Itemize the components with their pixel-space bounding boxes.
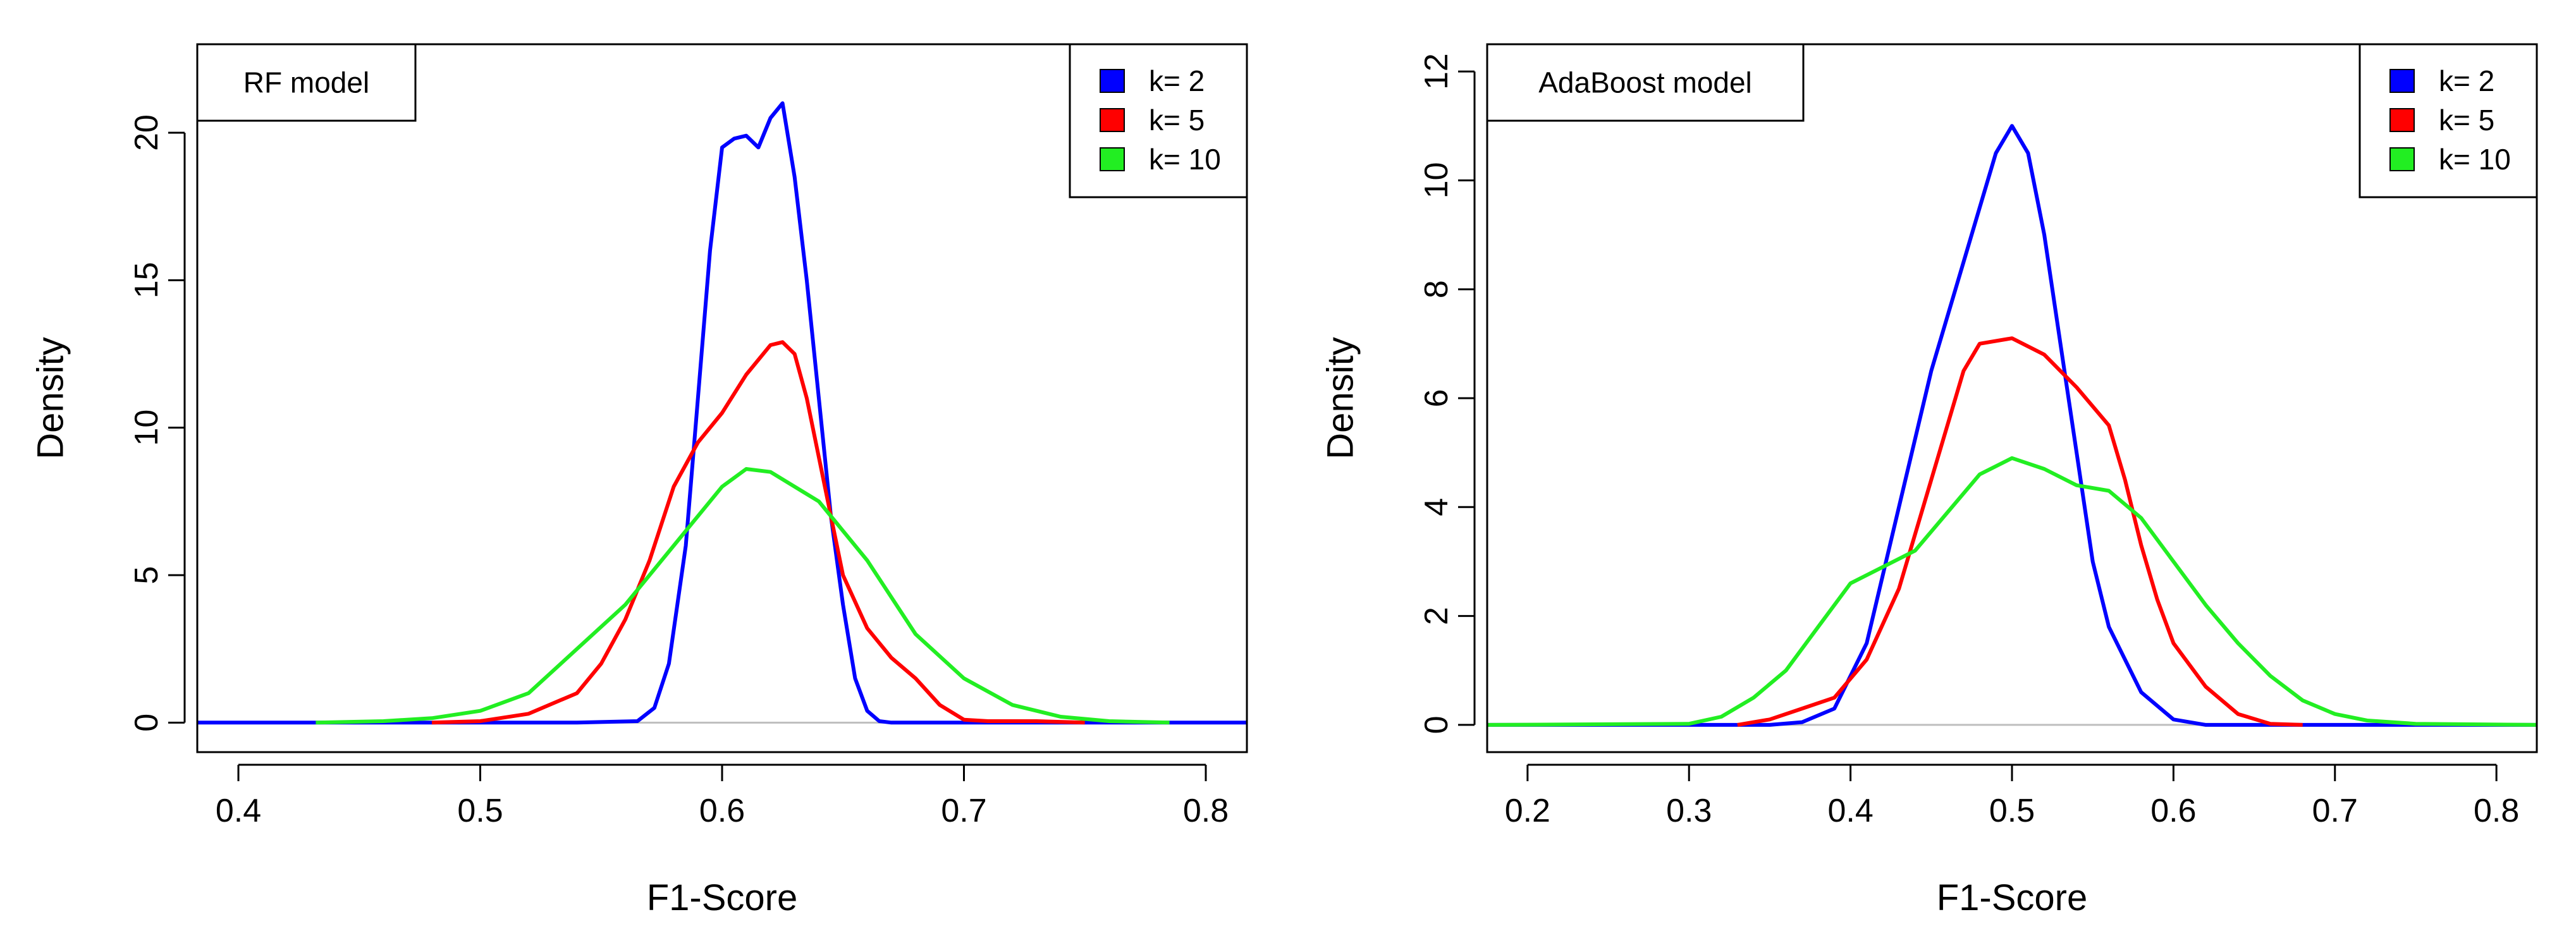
chart-title: RF model <box>243 66 369 99</box>
legend-label-k5: k= 5 <box>2439 104 2494 137</box>
y-axis-label: Density <box>1320 337 1361 459</box>
x-tick-label: 0.7 <box>941 793 986 829</box>
y-tick-label: 12 <box>1418 53 1455 90</box>
legend-swatch-k5 <box>1100 108 1125 132</box>
x-tick-label: 0.6 <box>699 793 745 829</box>
series-line-k5 <box>1737 336 2303 727</box>
series-line-k2 <box>197 101 1247 725</box>
adaboost-model-panel: 0.2 0.3 0.4 0.5 0.6 0.7 0.8 0 2 4 6 8 10 12 F1-Score De… <box>1320 43 2538 918</box>
y-tick-label: 5 <box>128 566 165 585</box>
x-tick-label: 0.6 <box>2150 793 2196 829</box>
series-line-k10 <box>1487 456 2537 727</box>
legend-label-k10: k= 10 <box>1149 143 1221 176</box>
y-tick-label: 2 <box>1418 607 1455 625</box>
plot-frame <box>1486 43 2538 753</box>
x-tick-label: 0.7 <box>2312 793 2358 829</box>
y-tick-label: 10 <box>1418 162 1455 198</box>
legend-label-k2: k= 2 <box>1149 64 1205 97</box>
x-tick-label: 0.4 <box>1827 793 1873 829</box>
y-tick-label: 0 <box>1418 715 1455 734</box>
legend-swatch-k2 <box>2389 69 2415 93</box>
x-tick-label: 0.5 <box>457 793 503 829</box>
x-tick-label: 0.4 <box>216 793 261 829</box>
series-line-k2 <box>1487 124 2537 727</box>
legend-swatch-k10 <box>2389 147 2415 171</box>
legend-label-k10: k= 10 <box>2439 143 2511 176</box>
legend-box <box>1069 43 1248 198</box>
y-tick-label: 4 <box>1418 498 1455 516</box>
rf-model-panel: 0.4 0.5 0.6 0.7 0.8 0 5 10 15 20 F1-Score Density RF… <box>30 43 1248 918</box>
legend-swatch-k2 <box>1100 69 1125 93</box>
x-tick-label: 0.8 <box>2474 793 2519 829</box>
y-tick-label: 8 <box>1418 280 1455 298</box>
y-tick-label: 15 <box>128 262 165 298</box>
x-tick-label: 0.2 <box>1505 793 1550 829</box>
x-tick-label: 0.3 <box>1666 793 1712 829</box>
y-tick-label: 20 <box>128 114 165 151</box>
y-tick-label: 0 <box>128 714 165 732</box>
y-tick-label: 6 <box>1418 389 1455 408</box>
x-axis-label: F1-Score <box>1937 877 2088 918</box>
legend-box <box>2358 43 2538 198</box>
legend-label-k2: k= 2 <box>2439 64 2494 97</box>
x-tick-label: 0.8 <box>1183 793 1229 829</box>
series-line-k5 <box>431 340 1085 725</box>
x-tick-label: 0.5 <box>1989 793 2035 829</box>
x-axis-label: F1-Score <box>647 877 798 918</box>
legend-swatch-k10 <box>1100 147 1125 171</box>
title-box <box>1486 43 1805 122</box>
series-line-k10 <box>316 467 1170 725</box>
plot-frame <box>196 43 1248 753</box>
title-box <box>196 43 417 122</box>
y-tick-label: 10 <box>128 410 165 446</box>
y-axis-label: Density <box>30 337 71 459</box>
chart-title: AdaBoost model <box>1538 66 1752 99</box>
legend-swatch-k5 <box>2389 108 2415 132</box>
legend-label-k5: k= 5 <box>1149 104 1205 137</box>
